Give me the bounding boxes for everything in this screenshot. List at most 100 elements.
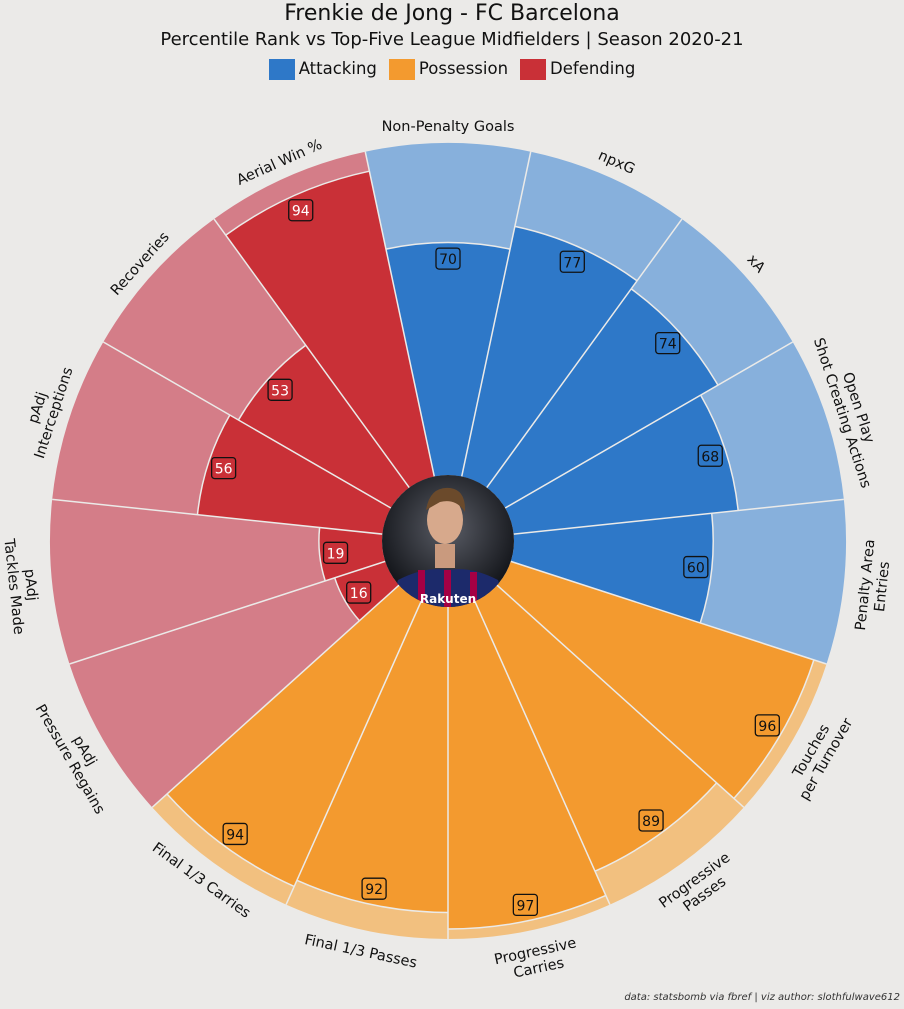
value-label-text: 96 [758, 719, 776, 735]
spoke-line [504, 341, 794, 509]
legend-swatch-attacking [268, 58, 295, 80]
spoke-line [213, 218, 410, 489]
value-edge-arc [225, 170, 370, 236]
value-wedge-npxg [461, 226, 638, 488]
category-label-line: Final 1/3 Passes [303, 932, 418, 971]
value-label-text: 19 [327, 546, 345, 562]
value-label-padj-tackles-made: 19 [322, 541, 349, 564]
value-label-progressive-carries: 97 [512, 893, 539, 917]
spoke-line [474, 600, 611, 905]
value-label-recoveries: 53 [267, 378, 293, 401]
value-edge-arc [447, 894, 607, 930]
value-edge-arc [333, 577, 361, 622]
spoke-line [285, 600, 422, 905]
category-label-penalty-area-entries: Penalty AreaEntries [853, 539, 895, 633]
value-edge-arc [196, 414, 231, 515]
value-label-text: 97 [516, 898, 534, 914]
category-label-progressive-carries: ProgressiveCarries [493, 935, 582, 985]
background-wedge-padj-tackles-made [49, 499, 386, 664]
value-label-text: 94 [292, 204, 310, 220]
legend-item-attacking: Attacking [268, 57, 377, 81]
value-wedge-progressive-carries [448, 601, 606, 930]
value-label-box [361, 877, 387, 900]
value-label-penalty-area-entries: 60 [683, 555, 709, 579]
value-label-text: 94 [226, 827, 244, 843]
footer-credit: data: statsbomb via fbref | viz author: … [624, 992, 900, 1003]
value-label-box [288, 199, 314, 222]
legend: Attacking Possession Defending [0, 57, 904, 81]
face-shape [427, 496, 463, 544]
background-wedge-padj-pressure-regains [69, 561, 399, 808]
category-label-line: Entries [872, 561, 893, 613]
value-label-box [210, 456, 237, 480]
category-label-line: Non-Penalty Goals [382, 119, 515, 135]
value-label-text: 77 [563, 255, 581, 271]
value-label-text: 89 [642, 814, 660, 830]
neck-shape [435, 544, 455, 568]
value-label-box [655, 332, 681, 355]
value-edge-arc [318, 527, 326, 582]
value-edge-arc [296, 879, 449, 914]
value-label-npxg: 77 [559, 250, 585, 273]
value-label-padj-interceptions: 56 [210, 456, 237, 480]
legend-label-defending: Defending [550, 59, 636, 78]
spoke-line [510, 560, 827, 665]
legend-label-possession: Possession [418, 59, 509, 78]
jersey-sponsor-text: Rakuten [420, 592, 476, 606]
spoke-line [496, 584, 745, 808]
value-label-padj-pressure-regains: 16 [346, 581, 372, 604]
value-label-open-play-shot-creating-actions: 68 [697, 444, 723, 467]
jersey-stripe [470, 572, 477, 607]
value-label-touches-per-turnover: 96 [754, 714, 780, 737]
spoke-line [364, 151, 436, 477]
value-label-text: 16 [350, 586, 368, 602]
value-edge-arc [514, 225, 638, 282]
spoke-line [460, 151, 532, 477]
value-label-aerial-win: 94 [288, 199, 314, 222]
category-label-npxg: npxG [596, 148, 637, 178]
value-wedge-non-penalty-goals [385, 242, 511, 477]
value-label-progressive-passes: 89 [638, 809, 664, 832]
spoke-line [486, 218, 683, 489]
value-edge-arc [237, 344, 307, 421]
legend-label-attacking: Attacking [298, 59, 377, 78]
value-edge-arc [385, 241, 511, 250]
chart-subtitle: Percentile Rank vs Top-Five League Midfi… [160, 29, 744, 50]
value-wedge-padj-tackles-made [318, 527, 386, 581]
category-label-line: pAdj [21, 568, 40, 602]
legend-swatch-defending [520, 58, 547, 80]
value-label-box [683, 555, 709, 579]
value-label-box [222, 822, 248, 846]
value-wedge-penalty-area-entries [510, 513, 714, 623]
category-label-line: npxG [596, 148, 637, 178]
value-edge-arc [699, 513, 714, 624]
value-label-final-1-3-passes: 92 [361, 877, 387, 900]
value-wedge-touches-per-turnover [497, 561, 814, 799]
category-label-line: xA [744, 252, 768, 277]
value-label-final-1-3-carries: 94 [222, 822, 248, 846]
value-label-text: 92 [365, 882, 383, 898]
spoke-line [69, 560, 386, 665]
value-edge-arc [733, 659, 815, 799]
value-label-box [267, 378, 293, 401]
legend-item-possession: Possession [388, 57, 509, 81]
value-wedge-open-play-shot-creating-actions [505, 395, 739, 535]
value-wedge-final-1-3-carries [167, 585, 422, 887]
jersey-stripe [444, 570, 451, 607]
value-edge-arc [630, 288, 719, 386]
value-label-text: 74 [659, 337, 677, 353]
value-label-box [697, 444, 723, 467]
value-label-box [559, 250, 585, 273]
value-label-box [435, 247, 461, 270]
spoke-line [513, 498, 844, 535]
value-label-non-penalty-goals: 70 [435, 247, 461, 270]
category-label-final-1-3-passes: Final 1/3 Passes [303, 932, 418, 971]
spoke-line [102, 341, 392, 509]
category-label-padj-tackles-made: pAdjTackles Made [0, 535, 43, 635]
chart-title: Frenkie de Jong - FC Barcelona [284, 1, 620, 26]
value-wedge-progressive-passes [474, 585, 717, 872]
legend-swatch-possession [388, 58, 415, 80]
spoke-line [52, 498, 383, 535]
value-label-text: 68 [701, 449, 719, 465]
